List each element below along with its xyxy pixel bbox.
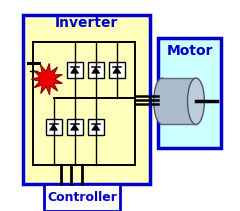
Polygon shape — [31, 64, 62, 95]
Bar — [88, 62, 104, 78]
Polygon shape — [71, 124, 79, 130]
Bar — [158, 38, 221, 148]
Polygon shape — [92, 124, 100, 130]
Bar — [67, 119, 83, 135]
Bar — [162, 78, 196, 124]
Text: Inverter: Inverter — [54, 16, 118, 30]
Ellipse shape — [154, 78, 171, 124]
Bar — [88, 119, 104, 135]
Ellipse shape — [187, 78, 204, 124]
Bar — [23, 15, 150, 184]
Bar — [67, 62, 83, 78]
Polygon shape — [49, 124, 58, 130]
Bar — [109, 62, 125, 78]
Polygon shape — [92, 67, 100, 73]
Bar — [44, 184, 120, 211]
Bar — [46, 119, 61, 135]
Text: Controller: Controller — [47, 191, 117, 204]
Text: Motor: Motor — [166, 44, 213, 58]
Polygon shape — [113, 67, 121, 73]
Polygon shape — [71, 67, 79, 73]
